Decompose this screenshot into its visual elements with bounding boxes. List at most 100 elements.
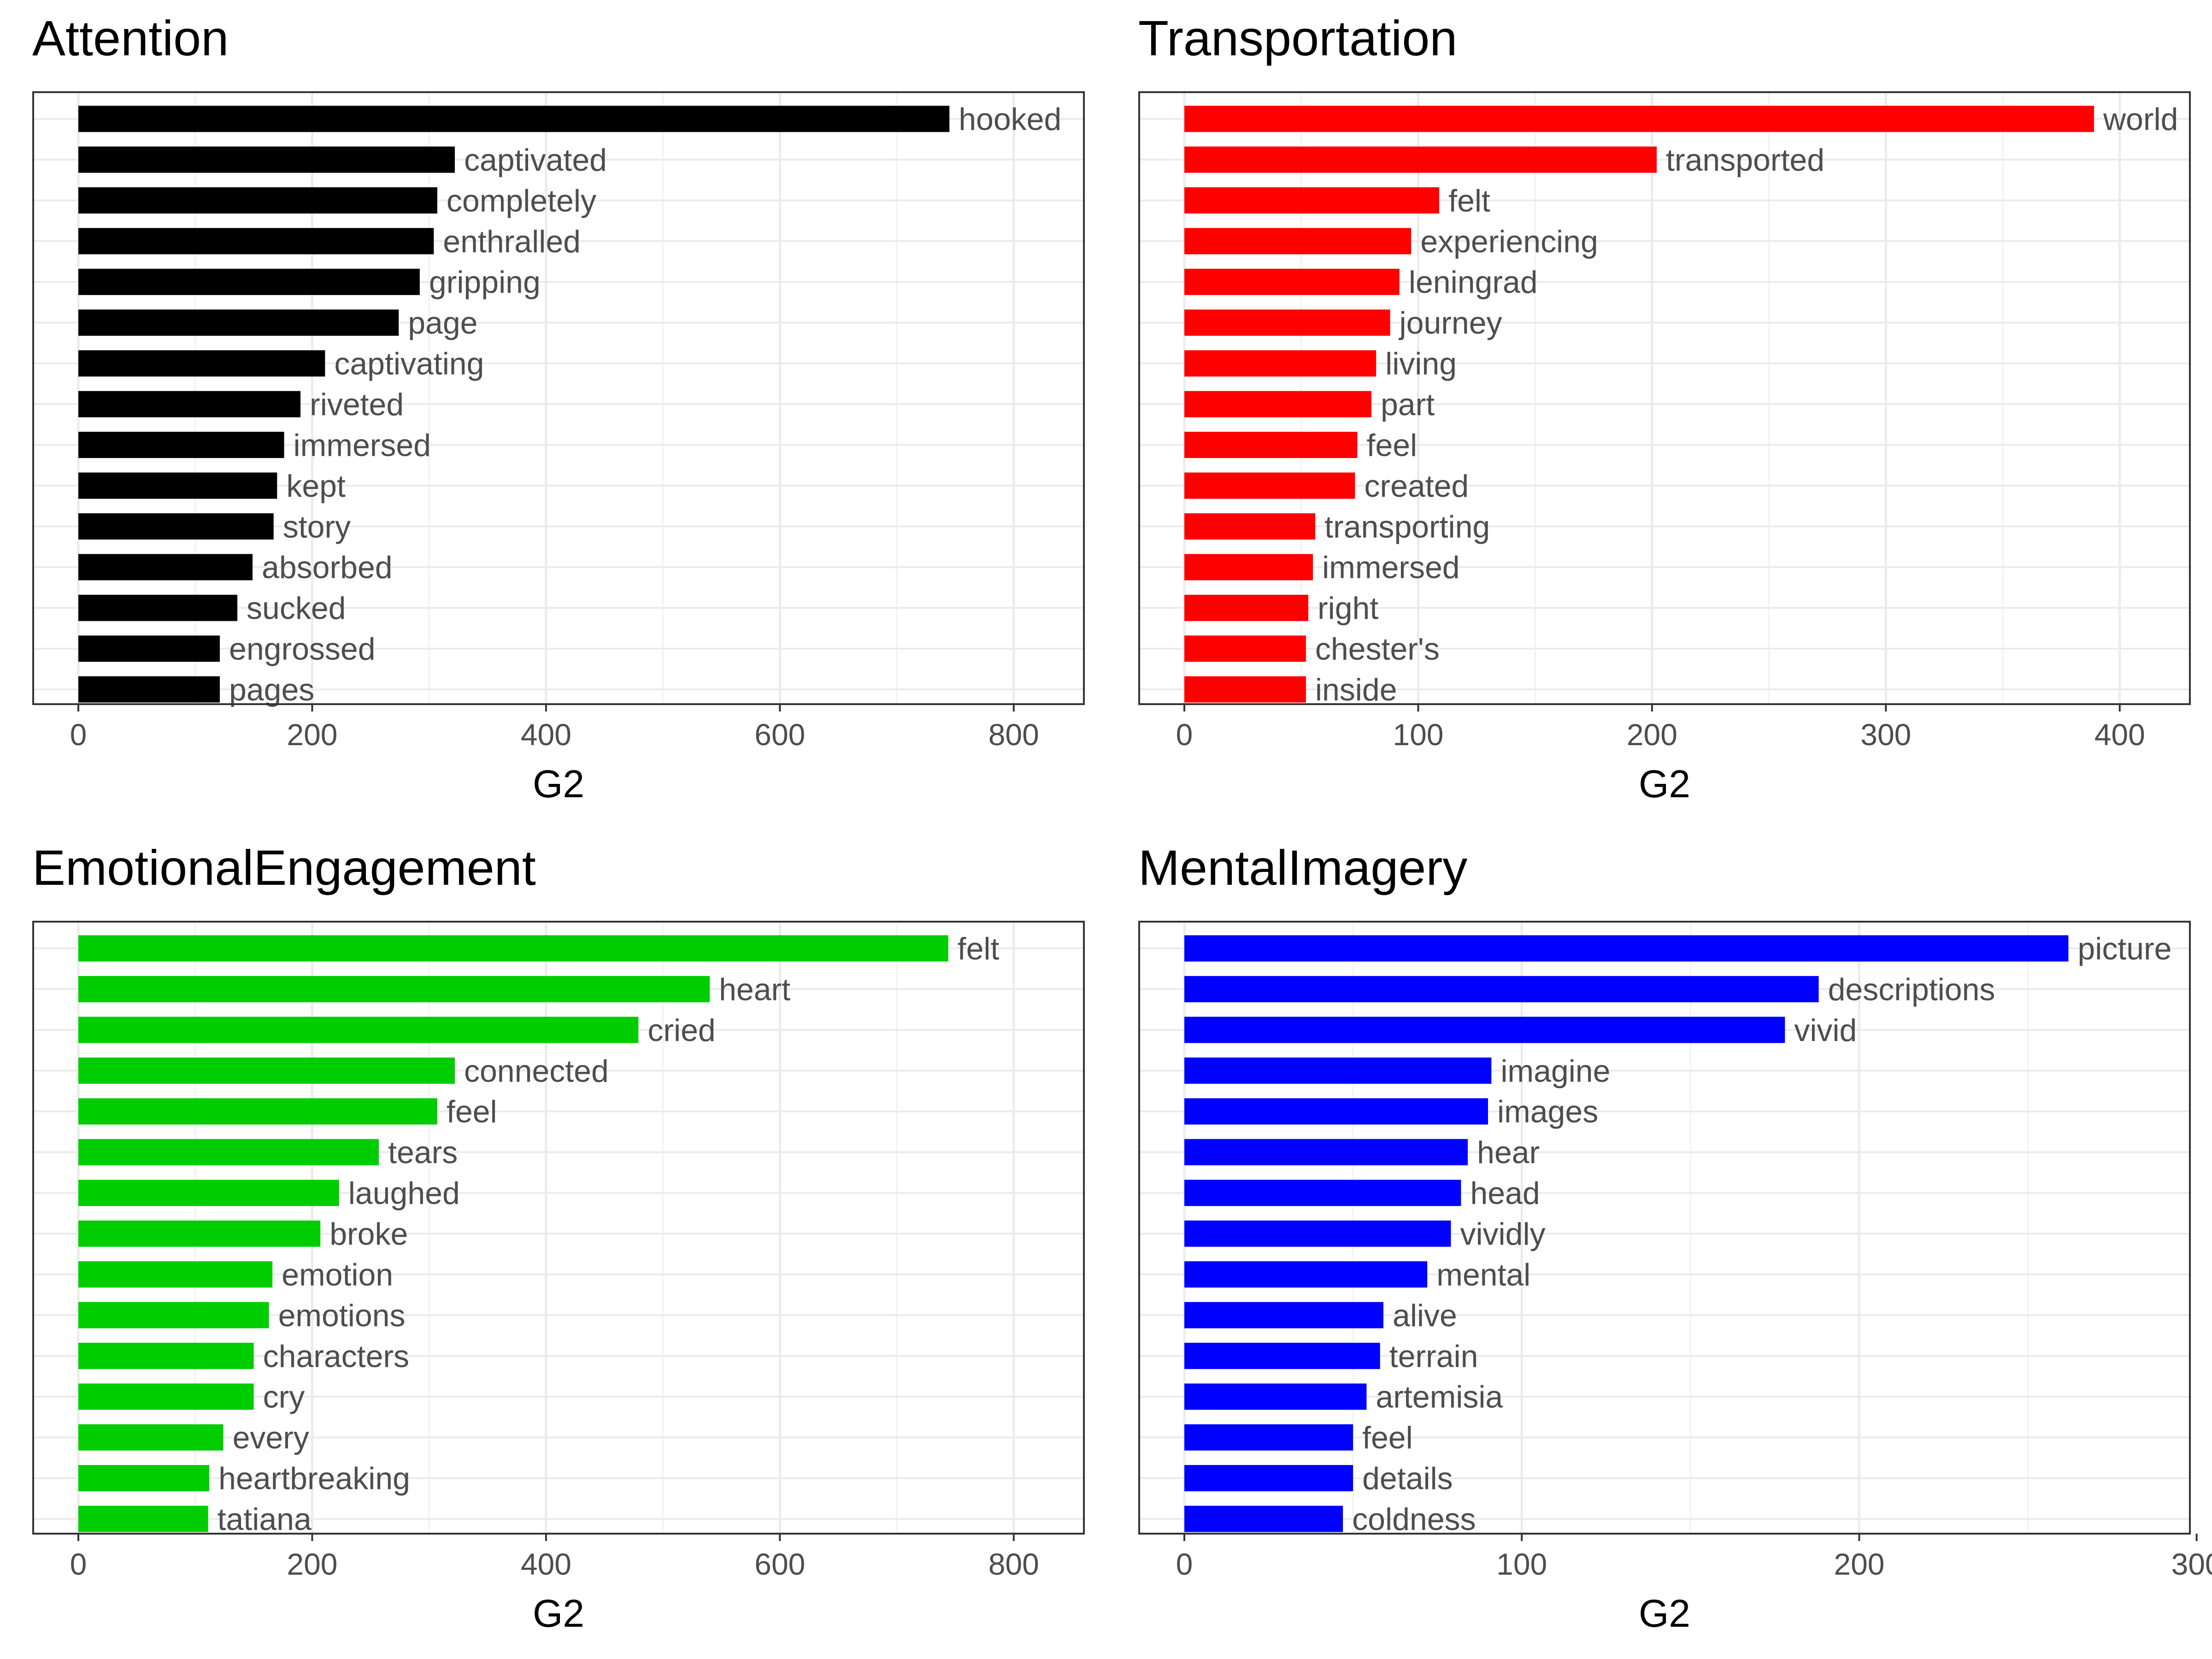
bar-label: coldness bbox=[1352, 1502, 1476, 1537]
bar bbox=[1184, 513, 1316, 540]
bar bbox=[78, 1098, 437, 1125]
bar-label: characters bbox=[263, 1339, 409, 1374]
bar-label: vividly bbox=[1460, 1217, 1545, 1252]
bar-chart-transportation: world transported felt experiencing leningra… bbox=[1138, 91, 2191, 806]
x-tick-label: 200 bbox=[287, 718, 337, 752]
bar bbox=[78, 594, 238, 621]
x-tick-label: 0 bbox=[1176, 718, 1193, 752]
bar bbox=[78, 1302, 269, 1329]
x-axis-title: G2 bbox=[533, 762, 584, 806]
bar bbox=[1184, 935, 2069, 962]
bar-label: cry bbox=[263, 1380, 305, 1415]
x-tick-label: 0 bbox=[70, 1547, 87, 1581]
bar bbox=[78, 187, 437, 214]
bar-label: heartbreaking bbox=[218, 1461, 410, 1496]
bar bbox=[1184, 431, 1358, 458]
bar bbox=[78, 1139, 379, 1165]
panel-title: MentalImagery bbox=[1138, 840, 1468, 895]
bar bbox=[1184, 146, 1657, 173]
bar bbox=[1184, 106, 2094, 132]
bar bbox=[78, 146, 455, 173]
bar-label: absorbed bbox=[262, 550, 393, 585]
panel-title: Transportation bbox=[1138, 10, 1458, 66]
bar bbox=[78, 554, 253, 581]
bar-label: alive bbox=[1393, 1298, 1457, 1333]
bar-label: connected bbox=[464, 1053, 609, 1088]
x-axis-title: G2 bbox=[533, 1592, 584, 1635]
bars: hooked captivated completely enthralled grip… bbox=[78, 102, 1061, 707]
bar-label: sucked bbox=[247, 591, 346, 626]
bar bbox=[1184, 472, 1355, 499]
bar-label: feel bbox=[447, 1094, 497, 1130]
bar-label: chester's bbox=[1315, 632, 1440, 667]
bar bbox=[78, 676, 220, 703]
bar-label: head bbox=[1470, 1176, 1540, 1211]
bar-label: hooked bbox=[959, 102, 1061, 137]
bar bbox=[1184, 187, 1440, 214]
bar bbox=[1184, 309, 1390, 336]
bar bbox=[78, 350, 325, 377]
bar-label: felt bbox=[1448, 183, 1490, 218]
bar-chart-attention: hooked captivated completely enthralled grip… bbox=[32, 91, 1085, 806]
x-tick-label: 0 bbox=[70, 718, 87, 752]
bar-label: immersed bbox=[294, 428, 431, 463]
bar-label: living bbox=[1385, 347, 1457, 382]
bars: picture descriptions vivid imagine images hea… bbox=[1184, 931, 2172, 1537]
plot-border bbox=[1138, 91, 2191, 705]
x-tick-label: 100 bbox=[1496, 1547, 1547, 1581]
x-axis-title: G2 bbox=[1639, 1592, 1690, 1635]
bar-label: hear bbox=[1477, 1135, 1540, 1170]
bar-label: enthralled bbox=[443, 224, 581, 259]
bar-label: details bbox=[1362, 1461, 1453, 1496]
bar bbox=[78, 309, 399, 336]
x-tick-label: 400 bbox=[521, 1547, 571, 1581]
panel-attention: Attention hooked captivated completely enth… bbox=[0, 0, 1106, 830]
bar bbox=[1184, 1139, 1468, 1165]
bar bbox=[78, 635, 220, 662]
bar bbox=[1184, 269, 1400, 295]
plot-border bbox=[32, 91, 1085, 705]
bar-label: images bbox=[1497, 1094, 1598, 1130]
bar-label: terrain bbox=[1389, 1339, 1478, 1374]
x-tick-label: 800 bbox=[988, 718, 1039, 752]
bars: world transported felt experiencing leningra… bbox=[1184, 102, 2178, 707]
bar bbox=[78, 935, 948, 962]
bar bbox=[1184, 1057, 1492, 1084]
bar bbox=[1184, 1098, 1488, 1125]
bar bbox=[1184, 228, 1412, 254]
bar bbox=[1184, 635, 1306, 662]
bar-label: feel bbox=[1367, 428, 1418, 463]
bar bbox=[78, 1383, 254, 1410]
x-tick-label: 600 bbox=[754, 718, 805, 752]
bar-label: completely bbox=[447, 183, 596, 218]
bar bbox=[78, 472, 277, 499]
panel-mental-imagery: MentalImagery picture descriptions vivid im… bbox=[1106, 830, 2212, 1659]
bar bbox=[1184, 1383, 1367, 1410]
bar bbox=[78, 1057, 455, 1084]
bar bbox=[78, 976, 710, 1002]
bar-label: emotions bbox=[278, 1298, 406, 1333]
x-tick-label: 800 bbox=[988, 1547, 1039, 1581]
panel-emotional-engagement: EmotionalEngagement felt heart cried connec… bbox=[0, 830, 1106, 1659]
panel-title: EmotionalEngagement bbox=[32, 840, 536, 895]
bar-label: tatiana bbox=[218, 1502, 312, 1537]
bar bbox=[78, 228, 434, 254]
bar-label: broke bbox=[329, 1217, 408, 1252]
bar-label: descriptions bbox=[1828, 972, 1995, 1007]
bar-label: tears bbox=[388, 1135, 458, 1170]
panel-transportation: Transportation world transported felt exper… bbox=[1106, 0, 2212, 830]
bar bbox=[78, 106, 950, 132]
x-axis: 0 200 400 600 800 bbox=[70, 1534, 1039, 1581]
bar-label: gripping bbox=[429, 265, 541, 300]
bar-label: laughed bbox=[348, 1176, 460, 1211]
bar-label: pages bbox=[229, 672, 314, 707]
x-axis: 0 200 400 600 800 bbox=[70, 704, 1039, 752]
bar bbox=[1184, 676, 1306, 703]
bar bbox=[78, 1506, 208, 1532]
bar bbox=[1184, 1261, 1428, 1288]
x-tick-label: 200 bbox=[1834, 1547, 1884, 1581]
plot-border bbox=[32, 921, 1085, 1535]
x-tick-label: 200 bbox=[1627, 718, 1677, 752]
bar-label: mental bbox=[1436, 1257, 1530, 1292]
